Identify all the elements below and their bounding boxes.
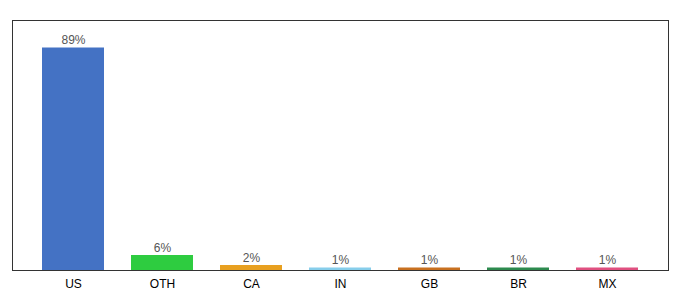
svg-text:CA: CA (243, 277, 260, 291)
svg-text:1%: 1% (510, 253, 528, 267)
svg-text:BR: BR (510, 277, 527, 291)
svg-text:OTH: OTH (150, 277, 175, 291)
svg-text:1%: 1% (599, 253, 617, 267)
svg-text:MX: MX (599, 277, 617, 291)
svg-text:IN: IN (335, 277, 347, 291)
svg-text:GB: GB (421, 277, 438, 291)
svg-text:1%: 1% (421, 253, 439, 267)
svg-text:2%: 2% (243, 251, 261, 265)
svg-text:1%: 1% (332, 253, 350, 267)
svg-text:89%: 89% (61, 33, 85, 47)
svg-text:6%: 6% (154, 241, 172, 255)
svg-text:US: US (65, 277, 82, 291)
